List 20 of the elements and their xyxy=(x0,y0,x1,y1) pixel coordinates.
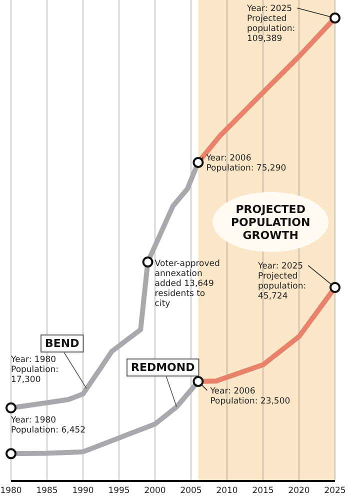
x-tick-label: 1995 xyxy=(108,486,130,496)
annotation: Voter-approved annexation added 13,649 residents to city xyxy=(154,259,220,309)
x-tick-label: 2005 xyxy=(180,486,202,496)
x-tick-label: 1980 xyxy=(0,486,22,496)
x-tick-label: 1990 xyxy=(72,486,94,496)
x-tick-label: 2015 xyxy=(252,486,274,496)
annotation: Year: 2025 Projected population: 109,389 xyxy=(246,4,296,44)
annotation: Year: 1980 Population: 17,300 xyxy=(10,354,59,385)
band-label: PROJECTED POPULATION GROWTH xyxy=(230,203,310,242)
x-tick-label: 1985 xyxy=(36,486,58,496)
x-tick-label: 2020 xyxy=(288,486,310,496)
x-tick-label: 2000 xyxy=(144,486,166,496)
series-label: REDMOND xyxy=(131,361,195,374)
annotation: Year: 2006 Population: 75,290 xyxy=(205,153,286,174)
x-tick-label: 2010 xyxy=(216,486,238,496)
annotation: Year: 2025 Projected population: 45,724 xyxy=(257,261,306,302)
annotation: Year: 1980 Population: 6,452 xyxy=(10,416,86,436)
x-tick-label: 2025 xyxy=(324,486,346,496)
text: BEND xyxy=(45,337,80,350)
annotation: Year: 2006 Population: 23,500 xyxy=(209,386,290,406)
